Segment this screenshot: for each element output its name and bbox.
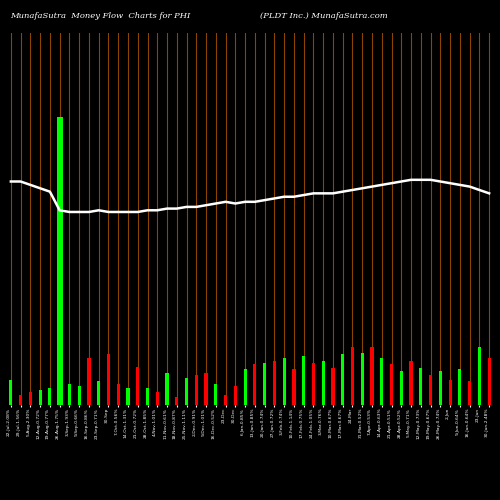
Bar [204,373,208,405]
Bar [146,388,149,405]
Bar [380,358,384,405]
Bar [88,358,90,405]
Bar [244,370,246,405]
Bar [360,352,364,405]
Bar [410,361,412,405]
Bar [97,382,100,405]
Bar [302,356,306,405]
Bar [322,361,325,405]
Bar [448,380,452,405]
Bar [136,367,140,405]
Bar [390,364,393,405]
Bar [156,392,159,405]
Bar [488,358,490,405]
Bar [38,390,42,405]
Bar [341,354,344,405]
Bar [48,388,51,405]
Bar [57,117,62,405]
Text: (PLDT Inc.) MunafaSutra.com: (PLDT Inc.) MunafaSutra.com [260,12,388,20]
Text: MunafaSutra  Money Flow  Charts for PHI: MunafaSutra Money Flow Charts for PHI [10,12,190,20]
Bar [214,384,218,405]
Bar [116,384,120,405]
Bar [400,371,403,405]
Bar [332,368,334,405]
Bar [107,354,110,405]
Bar [468,382,471,405]
Bar [263,362,266,405]
Bar [312,362,315,405]
Bar [254,364,256,405]
Bar [419,368,422,405]
Bar [185,378,188,405]
Bar [439,371,442,405]
Bar [68,384,71,405]
Bar [194,376,198,405]
Bar [19,395,22,405]
Bar [10,380,12,405]
Bar [224,395,227,405]
Bar [351,348,354,405]
Bar [429,374,432,405]
Bar [273,361,276,405]
Bar [175,396,178,405]
Bar [78,386,81,405]
Bar [166,373,168,405]
Bar [282,358,286,405]
Bar [458,370,462,405]
Bar [370,348,374,405]
Bar [29,392,32,405]
Bar [478,348,481,405]
Bar [126,388,130,405]
Bar [234,386,237,405]
Bar [292,370,296,405]
